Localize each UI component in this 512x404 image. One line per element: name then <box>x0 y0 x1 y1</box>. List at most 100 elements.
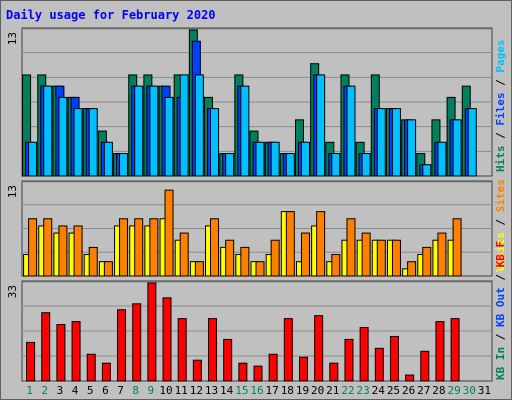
legend-separator: / <box>494 267 507 287</box>
bar-visits <box>407 261 417 277</box>
legend-kb: KB In / KB Out / KB F <box>494 241 507 380</box>
x-tick-label: 16 <box>250 384 263 397</box>
y-max-label: 13 <box>6 185 19 198</box>
legend-entry: Sites <box>494 179 507 212</box>
bar-kb-out <box>177 318 187 382</box>
x-tick-label: 8 <box>132 384 139 397</box>
bar-kb-out <box>359 327 369 382</box>
bar-pages <box>28 141 38 177</box>
legend-entry: Pages <box>494 40 507 73</box>
bar-visits <box>255 261 265 277</box>
bar-pages <box>376 108 386 177</box>
bar-kb-out <box>238 362 248 382</box>
bar-visits <box>391 239 401 277</box>
bar-visits <box>437 232 447 277</box>
legend-entry: Hits <box>494 146 507 173</box>
bar-kb-out <box>208 318 218 382</box>
legend-entry: KB F <box>494 241 507 268</box>
bar-visits <box>73 225 83 277</box>
bar-pages <box>73 108 83 177</box>
bar-kb-out <box>223 338 233 382</box>
bar-visits <box>164 189 174 277</box>
x-tick-label: 15 <box>235 384 248 397</box>
bar-visits <box>452 218 462 277</box>
chart-panels: 13 13 33 <box>6 27 493 382</box>
panel-hits-files-pages: 13 <box>6 27 493 177</box>
bar-visits <box>270 239 280 277</box>
x-tick-label: 18 <box>281 384 294 397</box>
bar-visits <box>194 261 204 277</box>
panel-sites-visits: 13 <box>6 180 493 277</box>
bar-kb-out <box>283 318 293 382</box>
bar-visits <box>179 232 189 277</box>
bar-kb-out <box>329 362 339 382</box>
bar-kb-out <box>420 350 430 382</box>
legend-separator: / <box>494 126 507 146</box>
bar-visits <box>316 211 326 277</box>
x-tick-label: 12 <box>190 384 203 397</box>
bar-pages <box>422 164 432 177</box>
bar-pages <box>316 74 326 177</box>
bar-pages <box>300 141 310 177</box>
x-tick-label: 25 <box>387 384 400 397</box>
bar-kb-out <box>405 374 415 382</box>
bar-kb-out <box>71 321 81 382</box>
bar-visits <box>346 218 356 277</box>
legend-separator: / <box>494 212 507 232</box>
bar-kb-out <box>56 324 66 382</box>
bar-visits <box>225 239 235 277</box>
bar-pages <box>407 119 417 177</box>
bar-kb-out <box>162 297 172 382</box>
bar-visits <box>331 254 341 277</box>
y-max-label: 13 <box>6 32 19 45</box>
bar-kb-out <box>389 335 399 382</box>
bar-visits <box>43 218 53 277</box>
bar-kb-out <box>268 353 278 382</box>
x-tick-label: 1 <box>26 384 33 397</box>
bar-pages <box>255 141 265 177</box>
bar-kb-out <box>192 359 202 382</box>
bar-kb-out <box>435 321 445 382</box>
x-tick-label: 13 <box>205 384 218 397</box>
bar-visits <box>58 225 68 277</box>
bar-visits <box>422 246 432 277</box>
x-tick-label: 29 <box>447 384 460 397</box>
panel-kb: 33 <box>6 280 493 382</box>
bar-pages <box>346 85 356 177</box>
bar-visits <box>240 246 250 277</box>
bar-kb-out <box>450 318 460 382</box>
bar-kb-out <box>344 338 354 382</box>
x-tick-label: 30 <box>463 384 476 397</box>
bar-pages <box>43 85 53 177</box>
bar-pages <box>391 108 401 177</box>
bar-pages <box>194 74 204 177</box>
x-tick-label: 14 <box>220 384 234 397</box>
x-tick-label: 22 <box>341 384 354 397</box>
bar-pages <box>134 85 144 177</box>
y-max-label: 33 <box>6 285 19 298</box>
x-tick-label: 19 <box>296 384 309 397</box>
bar-kb-out <box>374 347 384 382</box>
x-tick-label: 27 <box>417 384 430 397</box>
bar-pages <box>88 108 98 177</box>
bar-pages <box>331 153 341 177</box>
x-axis-labels: 1 2 3 4 5 6 7 8 9 10 11 12 13 14 15 16 17 18 19 20 21 22 23 24 2… <box>26 384 491 397</box>
bar-visits <box>149 218 159 277</box>
bar-pages <box>119 153 129 177</box>
legend-entry: KB Out <box>494 287 507 327</box>
legend-entry: Files <box>494 93 507 126</box>
bar-pages <box>149 85 159 177</box>
bar-kb-out <box>41 312 51 382</box>
bar-pages <box>437 141 447 177</box>
bar-pages <box>103 141 113 177</box>
bar-pages <box>179 74 189 177</box>
x-tick-label: 9 <box>148 384 155 397</box>
bar-kb-out <box>86 353 96 382</box>
bar-pages <box>452 119 462 177</box>
x-tick-label: 5 <box>87 384 94 397</box>
bar-kb-out <box>314 315 324 382</box>
x-tick-label: 10 <box>159 384 172 397</box>
bar-kb-out <box>101 362 111 382</box>
